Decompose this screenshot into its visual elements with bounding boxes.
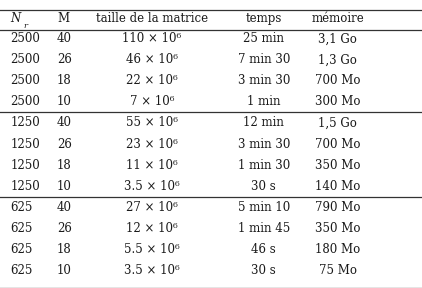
Text: 3.5 × 10⁶: 3.5 × 10⁶ (124, 179, 180, 193)
Text: 46 × 10⁶: 46 × 10⁶ (126, 53, 178, 67)
Text: 1,3 Go: 1,3 Go (318, 53, 357, 67)
Text: 140 Mo: 140 Mo (315, 179, 360, 193)
Text: 12 × 10⁶: 12 × 10⁶ (126, 221, 178, 235)
Text: 1250: 1250 (11, 116, 40, 130)
Text: 1 min 45: 1 min 45 (238, 221, 290, 235)
Text: 40: 40 (57, 200, 72, 214)
Text: 10: 10 (57, 179, 72, 193)
Text: 1250: 1250 (11, 179, 40, 193)
Text: 40: 40 (57, 32, 72, 46)
Text: 2500: 2500 (11, 74, 41, 88)
Text: 26: 26 (57, 137, 72, 151)
Text: 75 Mo: 75 Mo (319, 264, 357, 277)
Text: 790 Mo: 790 Mo (315, 200, 360, 214)
Text: 7 min 30: 7 min 30 (238, 53, 290, 67)
Text: 23 × 10⁶: 23 × 10⁶ (126, 137, 178, 151)
Text: 18: 18 (57, 158, 72, 172)
Text: 18: 18 (57, 242, 72, 256)
Text: 3 min 30: 3 min 30 (238, 74, 290, 88)
Text: temps: temps (246, 12, 282, 25)
Text: 625: 625 (11, 200, 33, 214)
Text: 27 × 10⁶: 27 × 10⁶ (126, 200, 178, 214)
Text: 1250: 1250 (11, 158, 40, 172)
Text: 2500: 2500 (11, 32, 41, 46)
Text: 2500: 2500 (11, 95, 41, 109)
Text: 11 × 10⁶: 11 × 10⁶ (126, 158, 178, 172)
Text: 40: 40 (57, 116, 72, 130)
Text: 30 s: 30 s (252, 179, 276, 193)
Text: 110 × 10⁶: 110 × 10⁶ (122, 32, 181, 46)
Text: 5.5 × 10⁶: 5.5 × 10⁶ (124, 242, 180, 256)
Text: 625: 625 (11, 264, 33, 277)
Text: N: N (11, 12, 21, 25)
Text: 7 × 10⁶: 7 × 10⁶ (130, 95, 174, 109)
Text: 300 Mo: 300 Mo (315, 95, 360, 109)
Text: 22 × 10⁶: 22 × 10⁶ (126, 74, 178, 88)
Text: 25 min: 25 min (243, 32, 284, 46)
Text: 3 min 30: 3 min 30 (238, 137, 290, 151)
Text: 18: 18 (57, 74, 72, 88)
Text: 46 s: 46 s (252, 242, 276, 256)
Text: 2500: 2500 (11, 53, 41, 67)
Text: 1250: 1250 (11, 137, 40, 151)
Text: 625: 625 (11, 221, 33, 235)
Text: 26: 26 (57, 221, 72, 235)
Text: 55 × 10⁶: 55 × 10⁶ (126, 116, 178, 130)
Text: 3.5 × 10⁶: 3.5 × 10⁶ (124, 264, 180, 277)
Text: r: r (23, 22, 27, 30)
Text: 12 min: 12 min (243, 116, 284, 130)
Text: 5 min 10: 5 min 10 (238, 200, 290, 214)
Text: 350 Mo: 350 Mo (315, 221, 360, 235)
Text: 625: 625 (11, 242, 33, 256)
Text: 10: 10 (57, 264, 72, 277)
Text: 700 Mo: 700 Mo (315, 137, 360, 151)
Text: M: M (57, 12, 69, 25)
Text: 26: 26 (57, 53, 72, 67)
Text: 700 Mo: 700 Mo (315, 74, 360, 88)
Text: 1 min 30: 1 min 30 (238, 158, 290, 172)
Text: 350 Mo: 350 Mo (315, 158, 360, 172)
Text: 1 min: 1 min (247, 95, 281, 109)
Text: taille de la matrice: taille de la matrice (96, 12, 208, 25)
Text: 3,1 Go: 3,1 Go (318, 32, 357, 46)
Text: mémoire: mémoire (311, 12, 364, 25)
Text: 1,5 Go: 1,5 Go (318, 116, 357, 130)
Text: 10: 10 (57, 95, 72, 109)
Text: 30 s: 30 s (252, 264, 276, 277)
Text: 180 Mo: 180 Mo (315, 242, 360, 256)
